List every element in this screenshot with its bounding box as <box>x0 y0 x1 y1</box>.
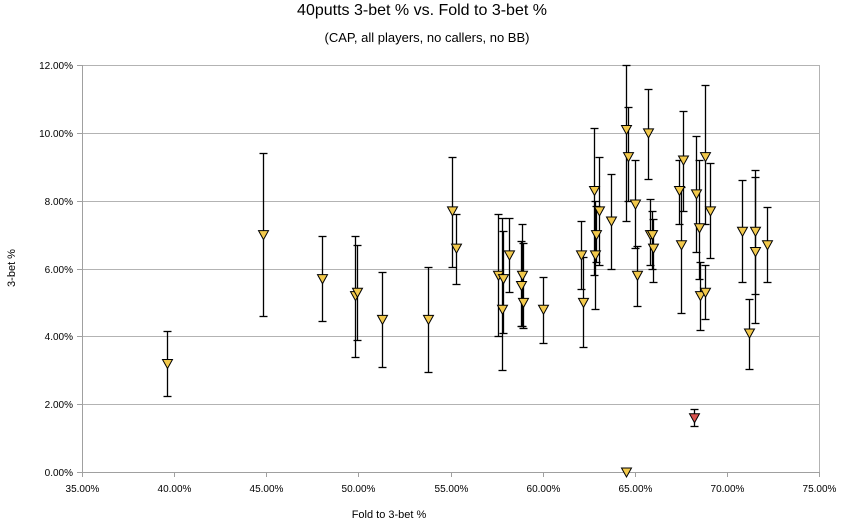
chart-title: 40putts 3-bet % vs. Fold to 3-bet % <box>297 2 547 19</box>
data-point-marker <box>646 230 659 241</box>
data-point-marker <box>257 230 270 241</box>
x-tick-label: 70.00% <box>711 484 745 495</box>
x-tick-label: 55.00% <box>435 484 469 495</box>
data-point-marker <box>575 250 588 261</box>
x-tick-label: 75.00% <box>803 484 837 495</box>
data-point-marker <box>497 274 510 285</box>
highlighted-data-point-marker <box>688 413 701 424</box>
axes <box>77 65 820 477</box>
y-tick-label: 4.00% <box>45 332 73 343</box>
data-point-marker <box>622 152 635 163</box>
data-point-marker <box>749 226 762 238</box>
data-point-marker <box>605 216 618 228</box>
data-point-marker <box>517 297 530 309</box>
x-tick-labels: 35.00% 40.00% 45.00% 50.00% 55.00% 60.00% 65.0… <box>66 484 837 495</box>
data-point-marker <box>589 250 602 261</box>
data-point-marker <box>749 247 762 258</box>
data-point-marker <box>699 287 712 299</box>
data-point-marker <box>690 189 703 200</box>
data-point-marker <box>516 270 529 282</box>
data-point-marker <box>704 206 717 217</box>
y-tick-labels: 0.00% 2.00% 4.00% 6.00% 8.00% 10.00% 12.00% <box>39 61 73 479</box>
y-tick-label: 0.00% <box>45 468 73 479</box>
y-axis-label: 3-bet % <box>6 249 18 287</box>
data-point-marker <box>736 226 749 238</box>
data-point-marker <box>590 230 603 241</box>
data-point-marker <box>620 124 633 136</box>
gridlines <box>82 65 820 473</box>
data-point-marker <box>537 304 550 316</box>
data-point-marker <box>699 152 712 163</box>
x-tick-label: 65.00% <box>619 484 653 495</box>
y-tick-label: 6.00% <box>45 265 73 276</box>
data-point-marker <box>677 155 690 166</box>
x-axis-label: Fold to 3-bet % <box>352 509 427 521</box>
data-point-marker <box>503 250 516 261</box>
data-point-marker <box>675 240 688 251</box>
x-tick-label: 40.00% <box>158 484 192 495</box>
data-point-marker <box>161 358 174 370</box>
data-point-marker <box>631 270 644 282</box>
data-point-marker <box>743 328 756 339</box>
data-point-marker <box>642 128 655 139</box>
data-point-marker <box>593 206 606 217</box>
x-tick-label: 50.00% <box>342 484 376 495</box>
data-point-marker <box>694 291 707 302</box>
y-tick-label: 2.00% <box>45 400 73 411</box>
markers <box>161 124 774 479</box>
data-point-marker <box>761 240 774 251</box>
y-tick-label: 8.00% <box>45 197 73 208</box>
data-point-marker <box>450 243 463 255</box>
chart-subtitle: (CAP, all players, no callers, no BB) <box>324 30 530 45</box>
data-point-marker <box>515 280 528 292</box>
x-tick-label: 35.00% <box>66 484 100 495</box>
data-point-marker <box>351 287 364 299</box>
data-point-marker <box>693 223 706 234</box>
y-tick-label: 10.00% <box>39 129 73 140</box>
data-point-marker <box>316 274 329 285</box>
data-point-marker <box>577 297 590 309</box>
data-point-marker <box>446 206 459 217</box>
data-point-marker <box>647 243 660 255</box>
x-tick-label: 60.00% <box>527 484 561 495</box>
data-point-marker <box>588 185 601 197</box>
data-point-marker <box>629 199 642 211</box>
y-tick-label: 12.00% <box>39 61 73 72</box>
data-point-marker <box>496 304 509 316</box>
data-point-marker <box>422 314 435 326</box>
data-point-marker <box>673 185 686 197</box>
x-tick-label: 45.00% <box>250 484 284 495</box>
data-point-marker <box>376 314 389 326</box>
data-point-marker <box>620 467 633 479</box>
